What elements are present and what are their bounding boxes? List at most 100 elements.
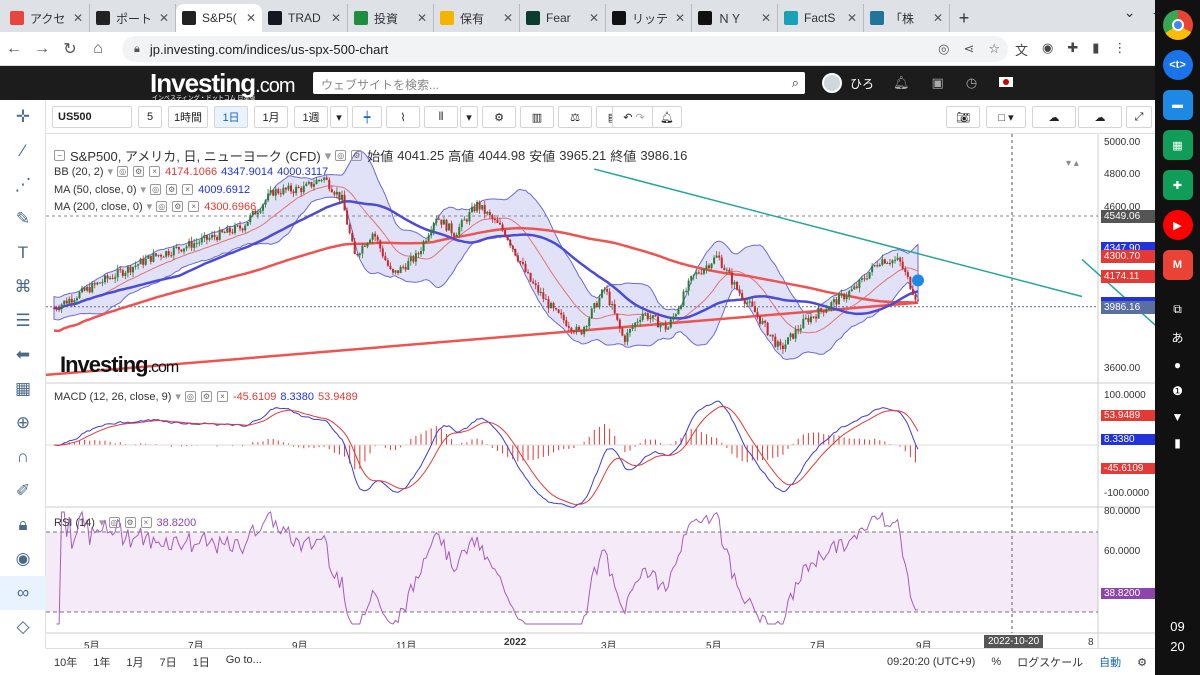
undo-icon[interactable]: ↶ xyxy=(623,111,633,124)
close-icon[interactable]: × xyxy=(140,517,152,528)
close-icon[interactable]: ✕ xyxy=(330,11,341,25)
youtube-icon[interactable]: ▶ xyxy=(1162,210,1193,240)
puzzle-icon[interactable]: ✚ xyxy=(1067,40,1079,55)
url-input[interactable]: 🔒︎ jp.investing.com/indices/us-spx-500-c… xyxy=(122,36,1008,62)
pattern-icon[interactable]: ⌘ xyxy=(14,277,32,296)
browser-tab[interactable]: S&P5(✕ xyxy=(176,4,262,32)
forward-arrow-icon[interactable]: → xyxy=(34,39,50,57)
close-icon[interactable]: ✕ xyxy=(760,11,771,25)
interval-1d[interactable]: 1日 xyxy=(214,106,248,128)
record-icon[interactable]: ◉ xyxy=(1042,40,1054,55)
fullscreen-icon[interactable]: ⤢ xyxy=(1126,106,1152,128)
range-button[interactable]: 1年 xyxy=(93,657,111,669)
measure-icon[interactable]: ▦ xyxy=(14,379,32,398)
brush-icon[interactable]: ✎ xyxy=(15,209,31,228)
visibility-icon[interactable]: ◎ xyxy=(156,201,168,212)
visibility-icon[interactable]: ◎ xyxy=(335,150,347,161)
star-icon[interactable]: ☆ xyxy=(988,41,1000,56)
browser-tab[interactable]: アクセ ✕ xyxy=(4,4,90,32)
chart-area[interactable]: − S&P500, アメリカ, 日, ニューヨーク (CFD) ▾ ◎ ⚙ 始値 4… xyxy=(46,134,1155,652)
indicator-dropdown[interactable]: ▾ xyxy=(460,106,478,128)
caret-icon[interactable]: ▾ xyxy=(324,147,332,163)
sidepanel-icon[interactable]: ▮ xyxy=(1092,40,1100,55)
auto-scale-toggle[interactable]: 自動 xyxy=(1099,657,1122,669)
interval-1m[interactable]: 1月 xyxy=(254,106,288,128)
visibility-icon[interactable]: ◎ xyxy=(117,166,129,177)
browser-tab[interactable]: FactS ✕ xyxy=(778,4,864,32)
undo-redo[interactable]: ↶ ↷ xyxy=(612,106,656,128)
range-button[interactable]: 1日 xyxy=(192,657,210,669)
chart-svg[interactable] xyxy=(46,134,1155,648)
percent-toggle[interactable]: % xyxy=(991,656,1002,668)
search-icon[interactable]: ⌕ xyxy=(791,75,799,90)
gmail-icon[interactable]: M xyxy=(1162,250,1193,280)
settings-icon[interactable]: ⚙ xyxy=(200,391,212,402)
close-icon[interactable]: ✕ xyxy=(588,11,599,25)
gear-icon[interactable]: ⚙ xyxy=(1137,656,1147,669)
gear-icon[interactable]: ⚙ xyxy=(482,106,516,128)
eye-icon[interactable]: ◉ xyxy=(15,549,31,568)
text-icon[interactable]: T xyxy=(17,243,29,262)
chrome-icon[interactable] xyxy=(1162,10,1193,40)
files-icon[interactable]: ▬ xyxy=(1162,90,1193,120)
spreadsheet-icon[interactable]: ✚ xyxy=(1162,170,1193,200)
browser-tab[interactable]: 投資 ✕ xyxy=(348,4,434,32)
browser-tab[interactable]: ポート ✕ xyxy=(90,4,176,32)
translate-icon[interactable]: 文 xyxy=(1015,43,1029,58)
browser-tab[interactable]: TRAD ✕ xyxy=(262,4,348,32)
close-icon[interactable]: ✕ xyxy=(502,11,513,25)
log-scale-toggle[interactable]: ログスケール xyxy=(1017,657,1084,669)
eye-off-icon[interactable]: ◎ xyxy=(938,41,950,56)
share-icon[interactable]: ⋖ xyxy=(963,41,975,56)
close-icon[interactable]: × xyxy=(188,201,200,212)
new-tab-button[interactable]: + xyxy=(958,7,970,28)
collapse-icon[interactable]: − xyxy=(54,150,65,161)
crosshair-icon[interactable]: ✛ xyxy=(15,107,31,126)
settings-icon[interactable]: ⚙ xyxy=(133,166,145,177)
range-button[interactable]: 1月 xyxy=(126,657,144,669)
close-icon[interactable]: ✕ xyxy=(932,11,943,25)
browser-tab[interactable]: Fear ✕ xyxy=(520,4,606,32)
sheets-icon[interactable]: ▦ xyxy=(1162,130,1193,160)
home-icon[interactable]: ⌂ xyxy=(93,39,103,57)
close-icon[interactable]: ✕ xyxy=(674,11,685,25)
lock-icon[interactable]: 🔒︎ xyxy=(18,515,28,534)
browser-tab[interactable]: リッテ ✕ xyxy=(606,4,692,32)
clock-icon[interactable]: ◷ xyxy=(965,75,978,90)
notification-icon[interactable]: ● xyxy=(1173,358,1182,372)
zoom-icon[interactable]: ⊕ xyxy=(15,413,31,432)
code-app-icon[interactable]: <t> xyxy=(1162,50,1193,80)
visibility-icon[interactable]: ◎ xyxy=(108,517,120,528)
visibility-icon[interactable]: ◎ xyxy=(184,391,196,402)
portfolio-icon[interactable]: ▣ xyxy=(931,75,944,90)
range-button[interactable]: Go to... xyxy=(225,654,262,666)
close-icon[interactable]: ✕ xyxy=(416,11,427,25)
fork-icon[interactable]: ⋰ xyxy=(14,175,32,194)
reload-icon[interactable]: ↻ xyxy=(63,40,77,58)
cloud-upload-icon[interactable]: ☁ xyxy=(1078,106,1122,128)
fib-icon[interactable]: ☰ xyxy=(15,311,31,330)
japan-flag-icon[interactable] xyxy=(999,77,1014,87)
candlestick-icon[interactable]: ┿ xyxy=(352,106,382,128)
interval-1h[interactable]: 1時間 xyxy=(168,106,208,128)
magnet-icon[interactable]: ∩ xyxy=(16,447,30,466)
browser-tab[interactable]: 保有 ✕ xyxy=(434,4,520,32)
back-arrow-icon[interactable]: ← xyxy=(6,39,22,57)
close-icon[interactable]: × xyxy=(149,166,161,177)
close-icon[interactable]: ✕ xyxy=(846,11,857,25)
close-icon[interactable]: ✕ xyxy=(158,11,169,25)
settings-icon[interactable]: ⚙ xyxy=(124,517,136,528)
camera-icon[interactable]: 📷︎ xyxy=(946,106,980,128)
bell-icon[interactable]: 🔔︎ xyxy=(893,75,910,90)
bar-chart-icon[interactable]: ▥ xyxy=(520,106,554,128)
notification-count-icon[interactable]: ❶ xyxy=(1172,384,1183,398)
alert-add-icon[interactable]: 🔔︎ xyxy=(652,106,682,128)
line-chart-icon[interactable]: ⌇ xyxy=(386,106,420,128)
interval-1w[interactable]: 1週 xyxy=(294,106,328,128)
trendline-icon[interactable]: ⁄ xyxy=(21,141,25,160)
browser-tab[interactable]: ＮＹ ✕ xyxy=(692,4,778,32)
pencil-lock-icon[interactable]: ✐ xyxy=(15,481,31,500)
back-icon[interactable]: ⬅ xyxy=(15,345,31,364)
indicator-icon[interactable]: ⫴ xyxy=(424,106,458,128)
range-button[interactable]: 10年 xyxy=(54,657,78,669)
